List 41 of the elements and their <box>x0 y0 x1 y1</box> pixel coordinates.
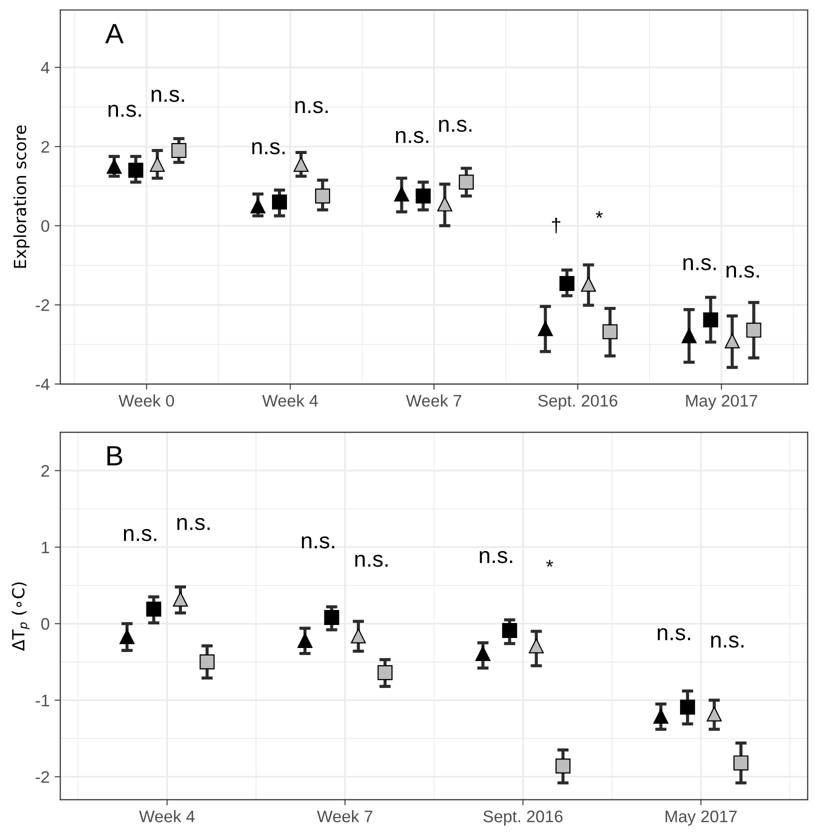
x-tick-label: May 2017 <box>686 394 758 410</box>
annotation: n.s. <box>396 130 428 144</box>
annotation: n.s. <box>439 120 472 132</box>
x-tick-label: Week 7 <box>406 394 462 407</box>
chart-title: B <box>107 446 122 466</box>
x-tick-label: Week 4 <box>262 394 318 407</box>
x-tick-label: Sept. 2016 <box>538 394 618 410</box>
annotation: n.s. <box>152 90 184 102</box>
annotation: n.s. <box>252 142 285 154</box>
annotation: n.s. <box>295 101 328 114</box>
annotation: † <box>552 218 560 234</box>
annotation: n.s. <box>658 628 690 640</box>
y-tick-label: -2 <box>36 299 50 311</box>
annotation: n.s. <box>124 528 156 542</box>
x-tick-label: May 2017 <box>666 810 737 826</box>
y-tick-label: 0 <box>41 220 50 232</box>
y-tick-label: -2 <box>36 771 50 783</box>
y-axis-title: Exploration score <box>13 125 30 268</box>
x-tick-label: Sept. 2016 <box>483 810 563 826</box>
y-tick-label: 2 <box>41 464 50 477</box>
x-tick-label: Week 0 <box>118 394 174 407</box>
annotation: n.s. <box>711 636 744 648</box>
annotation: n.s. <box>302 536 334 548</box>
x-tick-label: Week 7 <box>316 810 372 822</box>
x-tick-label: Week 4 <box>139 810 195 822</box>
annotation: n.s. <box>355 554 388 567</box>
y-tick-label: 4 <box>41 62 50 74</box>
annotation: n.s. <box>683 258 716 270</box>
annotation: * <box>596 211 603 218</box>
y-tick-label: -1 <box>36 694 50 706</box>
annotation: * <box>546 560 554 567</box>
annotation: n.s. <box>480 551 512 564</box>
y-tick-label: 2 <box>41 140 50 153</box>
y-tick-label: -4 <box>36 378 50 390</box>
annotation: n.s. <box>108 104 141 117</box>
y-tick-label: 0 <box>41 618 50 630</box>
y-tick-label: 1 <box>42 542 50 554</box>
annotation: n.s. <box>177 518 210 530</box>
chart-title: A <box>105 24 124 44</box>
annotation: n.s. <box>726 266 759 278</box>
y-axis-title: ΔT$_{p}$ (∘C) <box>12 582 30 651</box>
